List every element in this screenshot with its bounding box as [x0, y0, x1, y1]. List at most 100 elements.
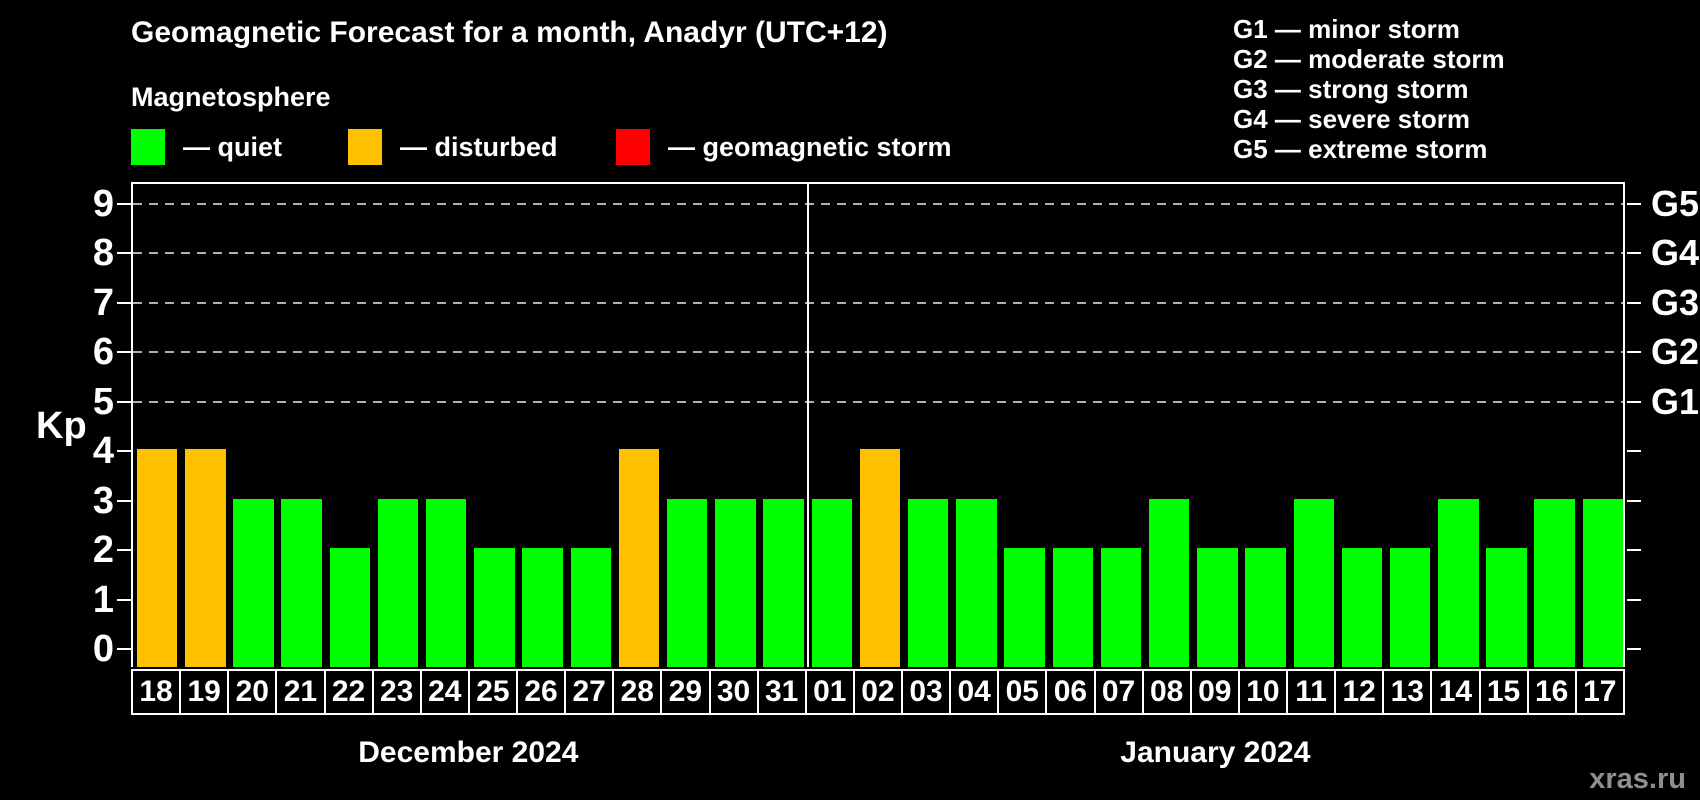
kp-bar — [136, 449, 178, 667]
y-tick-right — [1627, 598, 1641, 601]
y-axis-label: 6 — [92, 331, 114, 374]
gridline-kp-6 — [133, 351, 1623, 354]
gridline-kp-5 — [133, 400, 1623, 403]
g-legend-line-g5: G5 — extreme storm — [1233, 134, 1488, 164]
day-label: 26 — [516, 669, 567, 715]
kp-bar — [956, 498, 997, 667]
day-label: 22 — [323, 669, 374, 715]
g-legend-line-g3: G3 — strong storm — [1233, 74, 1469, 104]
y-tick-right — [1627, 400, 1641, 403]
g-axis-label: G4 — [1651, 232, 1700, 274]
day-label: 09 — [1189, 669, 1240, 715]
kp-bar — [618, 449, 660, 667]
kp-axis-title: Kp — [36, 405, 87, 447]
day-label: 24 — [419, 669, 470, 715]
g-legend-line-g1: G1 — minor storm — [1233, 14, 1460, 44]
g-axis-label: G1 — [1651, 380, 1700, 422]
y-tick-left — [117, 400, 131, 403]
y-axis-label: 2 — [92, 529, 114, 572]
y-tick-left — [117, 499, 131, 502]
kp-bar — [811, 498, 853, 667]
g-axis-label: G3 — [1651, 281, 1700, 323]
day-label: 29 — [660, 669, 711, 715]
kp-bar — [1245, 548, 1286, 667]
kp-bar — [570, 548, 612, 667]
disturbed-color-swatch-icon — [348, 129, 382, 165]
y-tick-left — [117, 301, 131, 304]
y-tick-right — [1627, 252, 1641, 255]
day-label: 11 — [1286, 669, 1337, 715]
day-label: 15 — [1478, 669, 1529, 715]
y-tick-right — [1627, 648, 1641, 651]
y-tick-right — [1627, 301, 1641, 304]
day-label: 18 — [131, 669, 182, 715]
y-axis-label: 0 — [92, 628, 114, 671]
kp-bar — [281, 498, 322, 667]
day-label: 01 — [804, 669, 855, 715]
y-tick-left — [117, 252, 131, 255]
kp-bar — [1004, 548, 1045, 667]
gridline-kp-8 — [133, 252, 1623, 255]
g-legend-line-g2: G2 — moderate storm — [1233, 44, 1505, 74]
kp-bar — [1438, 498, 1479, 667]
legend-item-disturbed: — disturbed — [348, 128, 558, 166]
kp-bar — [329, 548, 371, 667]
y-tick-left — [117, 450, 131, 453]
kp-bar — [522, 548, 563, 667]
kp-bar — [474, 548, 515, 667]
kp-bar — [859, 449, 901, 667]
month-label-december: December 2024 — [358, 736, 579, 769]
y-axis-label: 7 — [92, 281, 114, 324]
kp-bar — [907, 498, 949, 667]
g-axis-label: G5 — [1651, 182, 1700, 224]
y-tick-left — [117, 598, 131, 601]
legend-label-storm: — geomagnetic storm — [668, 131, 952, 162]
day-label: 06 — [1045, 669, 1096, 715]
g-legend-line-g4: G4 — severe storm — [1233, 104, 1471, 134]
kp-bar — [763, 498, 804, 667]
kp-bar — [185, 449, 226, 667]
kp-bar — [1486, 548, 1527, 667]
legend-label-disturbed: — disturbed — [400, 131, 558, 162]
month-divider-line — [806, 184, 809, 667]
day-label: 08 — [1141, 669, 1192, 715]
y-tick-right — [1627, 549, 1641, 552]
y-axis-label: 5 — [92, 380, 114, 423]
plot-area: 0 1 2 3 4 5 6 7 8 9 G1 G2 G3 G4 G5 — [93, 182, 1699, 669]
kp-bar — [426, 498, 467, 667]
y-axis-label: 3 — [92, 479, 114, 522]
g-scale-legend: G1 — minor storm G2 — moderate storm G3 … — [1233, 14, 1505, 164]
kp-bar — [377, 498, 419, 667]
watermark: xras.ru — [1589, 763, 1686, 795]
legend-item-storm: — geomagnetic storm — [616, 128, 952, 166]
day-label: 28 — [612, 669, 663, 715]
day-label: 03 — [901, 669, 952, 715]
storm-color-swatch-icon — [616, 129, 650, 165]
y-tick-right — [1627, 202, 1641, 205]
day-label: 07 — [1093, 669, 1144, 715]
y-tick-right — [1627, 499, 1641, 502]
kp-bar — [1582, 498, 1624, 667]
day-label: 25 — [467, 669, 518, 715]
legend-item-quiet: — quiet — [131, 128, 282, 166]
y-tick-right — [1627, 351, 1641, 354]
y-tick-left — [117, 549, 131, 552]
kp-bar — [1197, 548, 1238, 667]
kp-bar — [1389, 548, 1431, 667]
kp-bar — [1293, 498, 1334, 667]
y-tick-right — [1627, 450, 1641, 453]
day-label: 19 — [179, 669, 230, 715]
y-axis-label: 1 — [92, 578, 114, 621]
day-label: 31 — [756, 669, 807, 715]
day-label: 27 — [564, 669, 615, 715]
y-tick-left — [117, 648, 131, 651]
day-label: 21 — [275, 669, 326, 715]
legend-label-quiet: — quiet — [183, 131, 282, 162]
y-axis-label: 9 — [92, 182, 114, 225]
day-label: 16 — [1526, 669, 1577, 715]
chart-subtitle: Magnetosphere — [131, 82, 331, 112]
g-axis-label: G2 — [1651, 331, 1700, 373]
day-label: 12 — [1334, 669, 1385, 715]
day-label: 04 — [949, 669, 1000, 715]
